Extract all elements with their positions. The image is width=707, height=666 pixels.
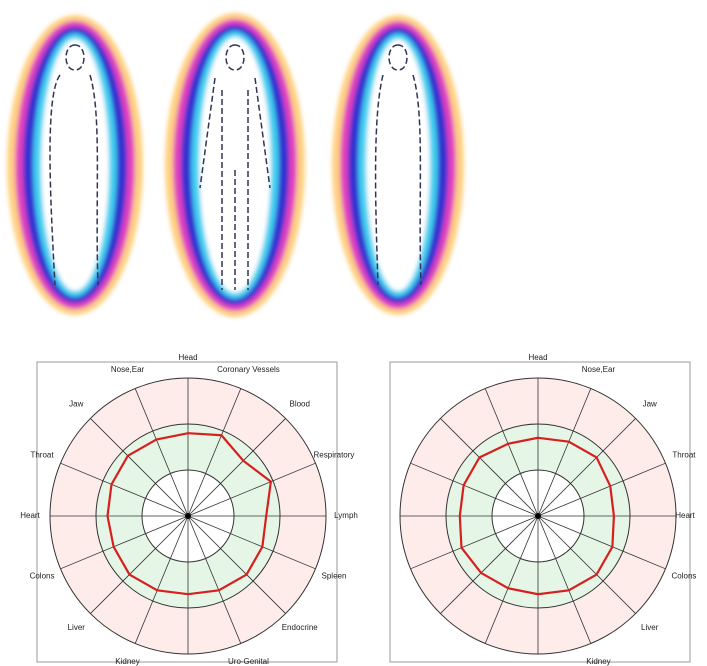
spoke — [60, 462, 189, 517]
axis-label: Colons — [672, 572, 697, 581]
axis-label: Heart — [20, 511, 40, 520]
axis-label: Nose,Ear — [111, 365, 145, 374]
spoke — [537, 388, 592, 517]
radar-line — [106, 432, 273, 596]
axis-label: Jaw — [643, 399, 657, 408]
axis-label: Nose,Ear — [582, 365, 616, 374]
axis-label: Liver — [68, 623, 86, 632]
axis-label: Throat — [672, 451, 696, 460]
spoke — [537, 515, 592, 644]
spoke — [537, 462, 666, 517]
axis-label: Head — [528, 353, 547, 362]
spoke — [410, 462, 539, 517]
axis-label: Jaw — [69, 399, 83, 408]
axis-label: Lymph — [334, 511, 358, 520]
spoke — [484, 388, 539, 517]
axis-label: Colons — [30, 572, 55, 581]
axis-label: Uro-Genital — [228, 657, 269, 666]
axis-label: Coronary Vessels — [217, 365, 280, 374]
chart-frame — [389, 361, 691, 663]
spoke — [187, 462, 316, 517]
spoke — [410, 515, 539, 570]
spoke — [134, 515, 189, 644]
radar-line — [458, 436, 616, 596]
spoke — [537, 515, 666, 570]
center-dot — [535, 513, 541, 519]
spoke — [537, 515, 636, 614]
spoke — [90, 515, 189, 614]
axis-label: Head — [178, 353, 197, 362]
axis-label: Endocrine — [282, 623, 319, 632]
spoke — [187, 418, 286, 517]
spoke — [187, 515, 242, 644]
spoke — [187, 515, 316, 570]
spoke — [484, 515, 539, 644]
spoke — [187, 515, 286, 614]
axis-label: Spleen — [322, 572, 347, 581]
silhouettes — [49, 44, 422, 290]
axis-label: Throat — [30, 451, 54, 460]
axis-label: Blood — [289, 399, 309, 408]
axis-label: Kidney — [115, 657, 139, 666]
chart-frame — [36, 361, 338, 663]
center-dot — [185, 513, 191, 519]
axis-label: Kidney — [586, 657, 610, 666]
axis-label: Respiratory — [314, 451, 355, 460]
spoke — [187, 388, 242, 517]
spoke — [60, 515, 189, 570]
spoke — [134, 388, 189, 517]
axis-label: Heart — [675, 511, 695, 520]
spoke — [537, 418, 636, 517]
spoke — [90, 418, 189, 517]
spoke — [440, 418, 539, 517]
axis-label: Liver — [641, 623, 659, 632]
spoke — [440, 515, 539, 614]
